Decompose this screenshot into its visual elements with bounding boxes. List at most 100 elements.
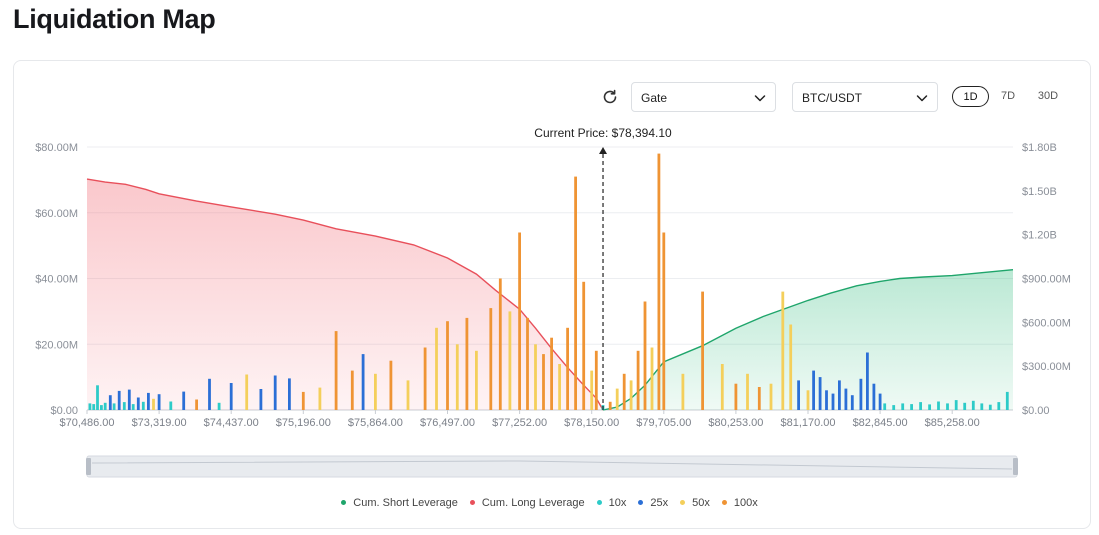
bar-50x[interactable] (806, 390, 810, 410)
bar-10x[interactable] (910, 404, 913, 410)
bar-100x[interactable] (550, 337, 553, 410)
bar-100x[interactable] (195, 399, 198, 411)
bar-25x[interactable] (157, 394, 161, 410)
bar-25x[interactable] (818, 377, 822, 410)
bar-25x[interactable] (831, 393, 835, 410)
bar-50x[interactable] (615, 388, 619, 410)
bar-25x[interactable] (273, 375, 277, 411)
bar-100x[interactable] (526, 317, 529, 410)
bar-50x[interactable] (534, 344, 537, 411)
bar-10x[interactable] (971, 400, 975, 410)
bar-100x[interactable] (498, 278, 502, 411)
bar-25x[interactable] (361, 354, 365, 410)
bar-25x[interactable] (859, 378, 863, 410)
bar-25x[interactable] (229, 383, 233, 410)
bar-100x[interactable] (423, 347, 427, 411)
bar-50x[interactable] (318, 387, 322, 410)
bar-100x[interactable] (662, 232, 666, 411)
legend-item[interactable]: 50x (680, 497, 710, 509)
exchange-select[interactable]: Gate (631, 82, 776, 112)
bar-10x[interactable] (169, 401, 173, 411)
bar-10x[interactable] (997, 402, 1001, 410)
bar-25x[interactable] (259, 389, 263, 410)
bar-50x[interactable] (435, 327, 438, 410)
bar-10x[interactable] (122, 402, 126, 410)
bar-100x[interactable] (701, 291, 704, 410)
bar-10x[interactable] (919, 402, 922, 410)
bar-100x[interactable] (582, 281, 586, 410)
bar-10x[interactable] (141, 401, 145, 410)
bar-50x[interactable] (245, 374, 249, 411)
refresh-icon[interactable] (601, 88, 619, 106)
bar-100x[interactable] (518, 232, 521, 411)
bar-100x[interactable] (757, 387, 761, 410)
bar-25x[interactable] (182, 391, 186, 410)
bar-100x[interactable] (301, 391, 305, 410)
bar-25x[interactable] (838, 380, 841, 410)
bar-50x[interactable] (374, 373, 377, 410)
bar-25x[interactable] (812, 370, 815, 410)
bar-50x[interactable] (406, 380, 410, 410)
bar-100x[interactable] (734, 383, 738, 410)
bar-100x[interactable] (636, 350, 640, 410)
bar-50x[interactable] (152, 398, 155, 410)
bar-25x[interactable] (108, 395, 112, 410)
bar-100x[interactable] (622, 373, 626, 410)
bar-50x[interactable] (558, 364, 561, 410)
bar-10x[interactable] (980, 403, 984, 410)
bar-100x[interactable] (608, 401, 612, 410)
bar-100x[interactable] (489, 308, 493, 410)
bar-100x[interactable] (542, 354, 545, 410)
bar-50x[interactable] (681, 373, 685, 410)
bar-100x[interactable] (334, 331, 338, 410)
zoom-handle-right[interactable] (1013, 458, 1018, 475)
bar-10x[interactable] (928, 404, 931, 410)
bar-10x[interactable] (217, 402, 221, 410)
bar-10x[interactable] (103, 402, 107, 410)
bar-50x[interactable] (781, 291, 785, 410)
zoom-handle-left[interactable] (86, 458, 91, 475)
bar-100x[interactable] (446, 321, 449, 410)
bar-50x[interactable] (720, 364, 724, 410)
bar-50x[interactable] (629, 380, 633, 410)
legend-item[interactable]: 25x (638, 497, 668, 509)
bar-10x[interactable] (988, 404, 992, 410)
bar-25x[interactable] (872, 383, 876, 410)
bar-50x[interactable] (650, 347, 654, 411)
bar-25x[interactable] (825, 390, 828, 410)
bar-10x[interactable] (946, 403, 949, 410)
bar-10x[interactable] (954, 400, 958, 410)
bar-50x[interactable] (789, 324, 793, 411)
bar-10x[interactable] (937, 401, 940, 411)
bar-25x[interactable] (866, 352, 869, 411)
bar-100x[interactable] (350, 370, 354, 410)
bar-25x[interactable] (147, 392, 150, 410)
bar-50x[interactable] (508, 311, 512, 410)
bar-100x[interactable] (566, 327, 569, 410)
bar-25x[interactable] (797, 380, 800, 410)
bar-25x[interactable] (878, 393, 882, 410)
bar-25x[interactable] (850, 395, 854, 410)
bar-50x[interactable] (746, 373, 749, 410)
bar-100x[interactable] (657, 153, 661, 410)
bar-10x[interactable] (100, 405, 103, 410)
bar-10x[interactable] (1005, 391, 1009, 410)
bar-25x[interactable] (208, 378, 211, 410)
timeframe-30d[interactable]: 30D (1037, 90, 1059, 102)
bar-50x[interactable] (769, 383, 773, 410)
bar-10x[interactable] (883, 403, 887, 410)
bar-50x[interactable] (455, 344, 459, 411)
bar-10x[interactable] (112, 403, 116, 410)
bar-100x[interactable] (389, 360, 393, 410)
bar-25x[interactable] (136, 397, 140, 411)
bar-25x[interactable] (117, 390, 121, 410)
legend-item[interactable]: 100x (721, 497, 758, 509)
legend-item[interactable]: 10x (596, 497, 626, 509)
bar-10x[interactable] (131, 404, 135, 410)
bar-25x[interactable] (127, 389, 131, 410)
bar-25x[interactable] (844, 388, 848, 410)
bar-100x[interactable] (465, 317, 469, 410)
bar-10x[interactable] (96, 385, 99, 410)
bar-100x[interactable] (643, 301, 647, 411)
bar-100x[interactable] (594, 350, 598, 410)
